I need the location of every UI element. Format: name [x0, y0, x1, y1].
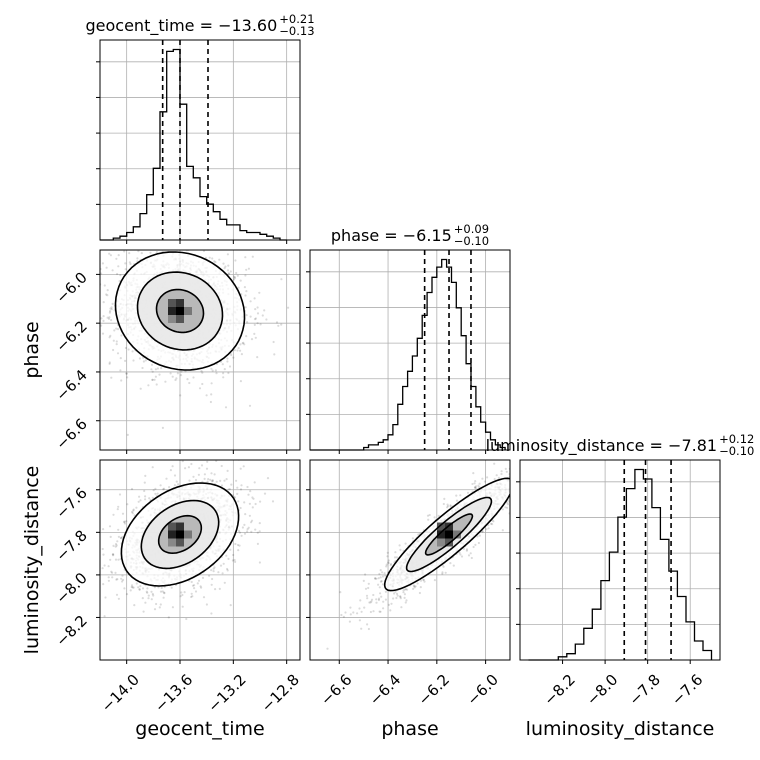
hist-line-luminosity_distance — [528, 468, 713, 661]
density-block-1-0 — [168, 522, 176, 531]
scatter-panel-geocent_time-phase — [99, 249, 301, 451]
density-block-0-4 — [176, 315, 184, 323]
hist-phase-frame — [309, 249, 511, 451]
pair-0-frame — [99, 249, 301, 451]
ytick-label-phase-3: −6.0 — [52, 268, 90, 306]
density-block-0-3 — [176, 307, 184, 315]
density-block-0-6 — [168, 315, 176, 323]
xtick-label-luminosity_distance-2: −7.8 — [625, 671, 663, 709]
density-block-0-0 — [168, 299, 176, 307]
hist-panel-luminosity_distance — [516, 459, 721, 661]
density-block-0-5 — [184, 307, 192, 315]
xtick-label-phase-3: −6.0 — [463, 671, 501, 709]
ytick-label-phase-0: −6.6 — [52, 415, 90, 453]
scatter-points-geocent_time-phase — [100, 250, 290, 436]
density-block-0-1 — [176, 299, 184, 307]
xtick-label-luminosity_distance-0: −8.2 — [540, 671, 578, 709]
density-block-1-3 — [176, 530, 184, 539]
contour-0-1 — [136, 271, 224, 351]
ytick-label-luminosity_distance-0: −8.2 — [52, 612, 90, 650]
contour-2-1 — [405, 496, 493, 573]
x-axis-label-phase: phase — [381, 718, 438, 740]
contour-0-2 — [155, 288, 205, 334]
xtick-label-geocent_time-0: −14.0 — [98, 671, 143, 716]
density-block-2-0 — [437, 522, 445, 531]
ytick-label-phase-1: −6.4 — [52, 366, 90, 404]
density-block-2-2 — [437, 530, 445, 539]
contour-1-2 — [157, 514, 203, 555]
title-sup-luminosity_distance: +0.12 — [719, 432, 754, 446]
title-text-phase: phase = −6.15 — [331, 226, 452, 245]
scatter-panel-geocent_time-luminosity_distance — [99, 459, 301, 661]
ytick-label-luminosity_distance-3: −7.6 — [52, 484, 90, 522]
density-block-1-5 — [184, 530, 192, 539]
xtick-label-luminosity_distance-1: −8.0 — [583, 671, 621, 709]
xtick-label-geocent_time-3: −12.8 — [258, 671, 303, 716]
xtick-label-geocent_time-1: −13.6 — [151, 671, 196, 716]
title-text-luminosity_distance: luminosity_distance = −7.81 — [486, 436, 717, 456]
density-block-1-1 — [176, 522, 184, 531]
contour-1-1 — [140, 499, 220, 570]
pair-2-frame — [309, 459, 511, 661]
title-sub-phase: −0.10 — [454, 234, 489, 248]
contour-2-0 — [383, 477, 510, 592]
hist-line-phase — [310, 258, 506, 451]
ytick-label-luminosity_distance-1: −8.0 — [52, 569, 90, 607]
xtick-label-phase-0: −6.6 — [317, 671, 355, 709]
hist-panel-geocent_time — [96, 39, 301, 241]
scatter-points-phase-luminosity_distance — [326, 462, 510, 650]
density-block-1-6 — [168, 538, 176, 547]
hist-geocent_time-frame — [99, 39, 301, 241]
panels-layer — [96, 39, 721, 661]
ytick-label-luminosity_distance-2: −7.8 — [52, 526, 90, 564]
xtick-label-phase-1: −6.4 — [366, 671, 404, 709]
xtick-label-geocent_time-2: −13.2 — [204, 671, 249, 716]
title-text-geocent_time: geocent_time = −13.60 — [86, 16, 278, 36]
contour-0-0 — [114, 251, 246, 371]
density-block-2-5 — [453, 530, 461, 539]
panel-title-geocent_time: geocent_time = −13.60 +0.21−0.13 — [86, 12, 315, 38]
title-sup-geocent_time: +0.21 — [279, 12, 314, 26]
x-axis-label-geocent_time: geocent_time — [135, 718, 264, 740]
panel-title-phase: phase = −6.15 +0.09−0.10 — [331, 222, 489, 248]
panel-title-luminosity_distance: luminosity_distance = −7.81 +0.12−0.10 — [486, 432, 755, 458]
pair-1-frame — [99, 459, 301, 661]
density-block-1-2 — [168, 530, 176, 539]
x-axis-label-luminosity_distance: luminosity_distance — [526, 718, 715, 740]
ytick-label-phase-2: −6.2 — [52, 317, 90, 355]
scatter-points-geocent_time-luminosity_distance — [101, 460, 275, 621]
xtick-label-phase-2: −6.2 — [415, 671, 453, 709]
contour-1-0 — [120, 482, 240, 587]
title-sub-geocent_time: −0.13 — [279, 24, 314, 38]
xtick-label-luminosity_distance-3: −7.6 — [668, 671, 706, 709]
scatter-panel-phase-luminosity_distance — [309, 459, 511, 661]
contour-2-2 — [424, 513, 474, 556]
density-block-0-2 — [168, 307, 176, 315]
y-axis-label-phase: phase — [21, 321, 43, 378]
title-sub-luminosity_distance: −0.10 — [719, 444, 754, 458]
hist-line-geocent_time — [100, 48, 287, 241]
density-block-2-6 — [437, 538, 445, 547]
y-axis-label-luminosity_distance: luminosity_distance — [21, 466, 43, 655]
title-sup-phase: +0.09 — [454, 222, 489, 236]
density-block-2-3 — [445, 530, 453, 539]
hist-luminosity_distance-frame — [519, 459, 721, 661]
density-block-1-4 — [176, 538, 184, 547]
hist-panel-phase — [306, 249, 511, 451]
